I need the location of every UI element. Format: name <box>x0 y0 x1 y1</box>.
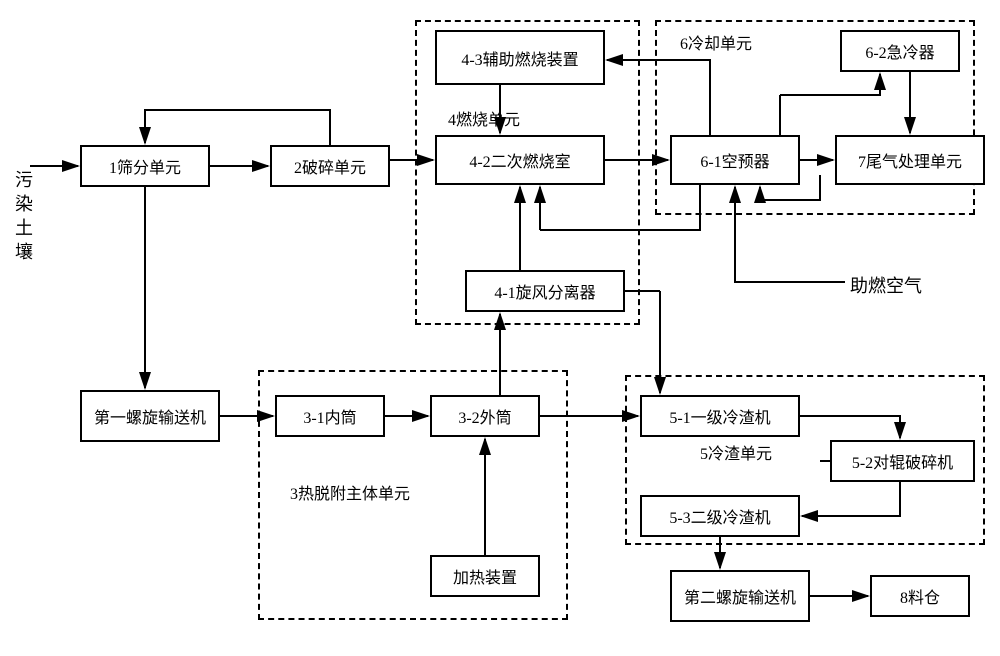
node-3-2-outer-tube: 3-2外筒 <box>430 395 540 437</box>
group-5-label: 5冷渣单元 <box>700 440 772 464</box>
node-conveyor-1: 第一螺旋输送机 <box>80 390 220 442</box>
node-4-1-cyclone: 4-1旋风分离器 <box>465 270 625 312</box>
node-2-crushing: 2破碎单元 <box>270 145 390 187</box>
node-3-1-inner-tube: 3-1内筒 <box>275 395 385 437</box>
node-conveyor-2: 第二螺旋输送机 <box>670 570 810 622</box>
group-4-label: 4燃烧单元 <box>448 106 520 130</box>
node-4-2-secondary-chamber: 4-2二次燃烧室 <box>435 135 605 185</box>
node-6-2-quencher: 6-2急冷器 <box>840 30 960 72</box>
group-6-label: 6冷却单元 <box>680 30 752 54</box>
input-air-label: 助燃空气 <box>850 272 922 298</box>
node-6-1-air-preheater: 6-1空预器 <box>670 135 800 185</box>
node-5-1-primary-slag-cooler: 5-1一级冷渣机 <box>640 395 800 437</box>
node-5-3-secondary-slag-cooler: 5-3二级冷渣机 <box>640 495 800 537</box>
node-7-exhaust-treatment: 7尾气处理单元 <box>835 135 985 185</box>
node-5-2-roller-crusher: 5-2对辊破碎机 <box>830 440 975 482</box>
input-soil-label: 污染土壤 <box>10 170 36 266</box>
node-1-screening: 1筛分单元 <box>80 145 210 187</box>
node-heater: 加热装置 <box>430 555 540 597</box>
node-4-3-aux-burner: 4-3辅助燃烧装置 <box>435 30 605 85</box>
group-3-label: 3热脱附主体单元 <box>290 480 410 504</box>
node-8-silo: 8料仓 <box>870 575 970 617</box>
